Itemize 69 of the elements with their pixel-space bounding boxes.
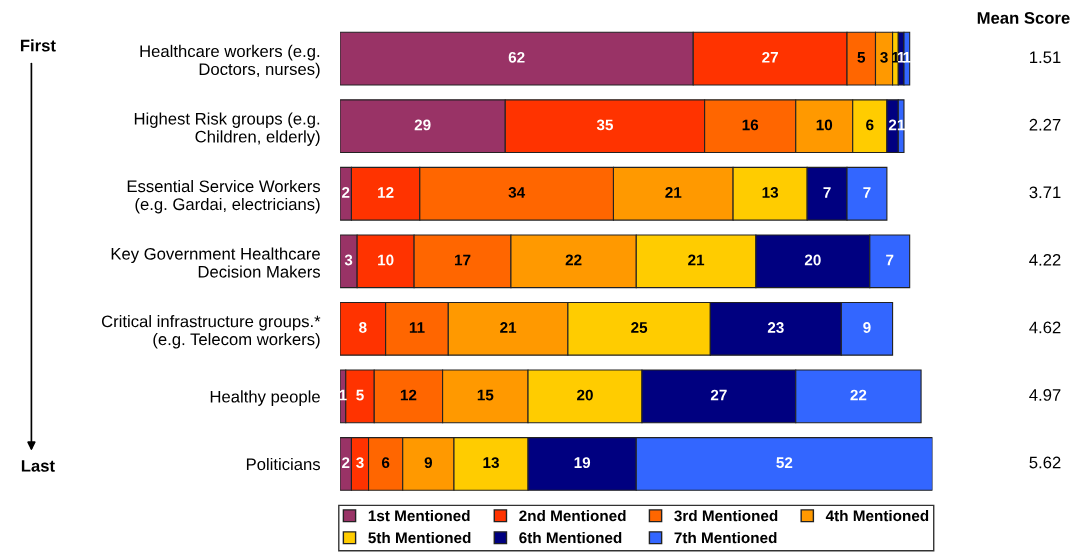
data-label: 20 <box>577 389 593 401</box>
data-label: 35 <box>596 119 614 131</box>
data-label: 25 <box>631 322 648 333</box>
data-label: 7 <box>886 254 894 266</box>
data-label: 52 <box>776 457 793 469</box>
data-label: 6 <box>381 457 390 469</box>
data-label: 9 <box>863 322 871 333</box>
data-label: 5 <box>857 52 866 63</box>
data-label: 22 <box>850 389 867 401</box>
data-label: 1 <box>897 52 905 63</box>
data-label: 8 <box>359 322 367 333</box>
data-label: 62 <box>508 51 525 63</box>
data-label: 10 <box>378 254 394 266</box>
data-label: 29 <box>414 119 431 131</box>
text: 1.51 <box>1030 51 1061 64</box>
legend-label: 5th Mentioned <box>368 531 471 544</box>
data-label: 3 <box>880 51 888 63</box>
text: Last <box>21 460 55 472</box>
legend-label: 6th Mentioned <box>519 531 622 544</box>
data-label: 10 <box>816 119 833 131</box>
text: 4.22 <box>1029 253 1061 266</box>
data-label: 2 <box>342 187 350 198</box>
data-label: 27 <box>762 51 778 63</box>
text: 5.62 <box>1029 456 1061 469</box>
y-tick-label: Key Government Healthcare Decision Makers <box>111 247 321 278</box>
data-label: 20 <box>804 254 821 266</box>
y-tick-label: Critical infrastructure groups.* (e.g. Telecom workers) <box>101 315 321 349</box>
data-label: 12 <box>400 389 417 401</box>
data-label: 12 <box>378 187 394 198</box>
text: 3.71 <box>1029 186 1061 199</box>
y-tick-label: Healthcare workers (e.g. Doctors, nurses) <box>140 44 320 79</box>
data-label: 16 <box>742 119 759 131</box>
data-label: 2 <box>342 457 350 468</box>
data-label: 21 <box>665 187 682 198</box>
text: Mean Score <box>977 12 1070 24</box>
data-label: 23 <box>767 322 784 333</box>
data-label: 27 <box>710 389 727 401</box>
data-label: 5 <box>356 389 364 401</box>
data-label: 6 <box>866 119 874 131</box>
legend-label: 7th Mentioned <box>674 531 777 544</box>
text: First <box>20 39 56 52</box>
data-label: 19 <box>574 457 591 469</box>
legend-label: 4th Mentioned <box>825 510 929 522</box>
data-label: 13 <box>483 457 499 469</box>
data-label: 21 <box>688 254 705 266</box>
text: 4.97 <box>1029 389 1061 401</box>
text: 2.27 <box>1029 118 1061 131</box>
data-label: 34 <box>508 187 526 198</box>
y-tick-label: Healthy people <box>210 390 320 406</box>
data-label: 2 <box>888 119 897 131</box>
y-tick-label: Essential Service Workers (e.g. Gardai, electricians) <box>127 179 321 214</box>
data-label: 3 <box>356 457 364 469</box>
y-tick-label: Highest Risk groups (e.g. Children, elderly) <box>134 112 320 146</box>
data-label: 9 <box>424 457 433 469</box>
data-label: 1 <box>339 389 347 401</box>
data-label: 7 <box>863 187 871 198</box>
y-tick-label: Politicians <box>246 457 321 471</box>
legend-label: 1st Mentioned <box>368 510 470 522</box>
data-label: 22 <box>565 254 582 266</box>
legend-label: 3rd Mentioned <box>674 510 778 522</box>
data-label: 11 <box>409 322 425 333</box>
text: 4.62 <box>1029 321 1061 334</box>
data-label: 3 <box>344 254 353 266</box>
data-label: 21 <box>500 322 517 333</box>
data-label: 13 <box>762 187 779 198</box>
data-label: 7 <box>823 187 831 198</box>
legend-label: 2nd Mentioned <box>519 510 626 522</box>
data-label: 17 <box>455 254 471 266</box>
data-label: 15 <box>477 389 494 401</box>
